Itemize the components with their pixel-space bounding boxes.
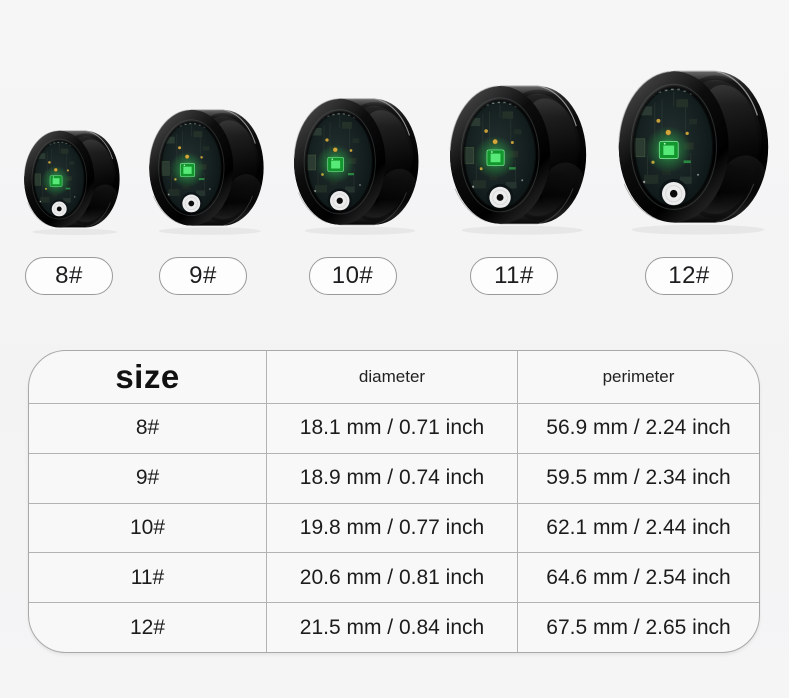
row-8-diameter: 18.1 mm / 0.71 inch <box>267 403 518 453</box>
smart-ring-photo-8 <box>17 121 121 236</box>
size-pill-label: 12# <box>668 262 710 289</box>
size-pill-label: 9# <box>189 262 217 289</box>
size-table: size diameter perimeter 8# 18.1 mm / 0.7… <box>28 350 760 653</box>
size-pill-label: 8# <box>55 262 83 289</box>
size-table-header-size: size <box>29 351 267 403</box>
smart-ring-photo-12 <box>608 56 770 236</box>
smart-ring-photo-11 <box>440 72 588 236</box>
size-table-header-diameter: diameter <box>267 351 518 403</box>
size-pill-11[interactable]: 11# <box>470 257 558 295</box>
row-8-size: 8# <box>29 403 267 453</box>
ring-column-12: 12# <box>605 54 773 295</box>
size-pill-8[interactable]: 8# <box>25 257 113 295</box>
ring-column-10: 10# <box>282 54 423 295</box>
ring-column-11: 11# <box>437 54 591 295</box>
row-11-diameter: 20.6 mm / 0.81 inch <box>267 552 518 603</box>
rings-showcase: 8# 9# 10# 11# 12# <box>0 0 789 295</box>
row-10-perimeter: 62.1 mm / 2.44 inch <box>518 502 759 553</box>
row-12-size: 12# <box>29 602 267 652</box>
ring-column-9: 9# <box>138 54 268 295</box>
row-10-size: 10# <box>29 502 267 553</box>
ring-column-8: 8# <box>14 54 124 295</box>
size-pill-label: 11# <box>494 262 534 289</box>
row-12-perimeter: 67.5 mm / 2.65 inch <box>518 602 759 652</box>
row-9-diameter: 18.9 mm / 0.74 inch <box>267 452 518 503</box>
row-9-perimeter: 59.5 mm / 2.34 inch <box>518 452 759 503</box>
size-pill-10[interactable]: 10# <box>308 257 397 295</box>
size-pill-9[interactable]: 9# <box>159 257 247 295</box>
row-11-size: 11# <box>29 552 267 603</box>
row-8-perimeter: 56.9 mm / 2.24 inch <box>518 403 759 453</box>
row-10-diameter: 19.8 mm / 0.77 inch <box>267 502 518 553</box>
row-12-diameter: 21.5 mm / 0.84 inch <box>267 602 518 652</box>
row-9-size: 9# <box>29 452 267 503</box>
size-table-header-perimeter: perimeter <box>602 367 675 386</box>
smart-ring-photo-10 <box>285 86 420 236</box>
row-11-perimeter: 64.6 mm / 2.54 inch <box>518 552 759 602</box>
size-pill-12[interactable]: 12# <box>645 257 733 295</box>
smart-ring-photo-9 <box>141 98 265 236</box>
size-pill-label: 10# <box>331 262 374 289</box>
